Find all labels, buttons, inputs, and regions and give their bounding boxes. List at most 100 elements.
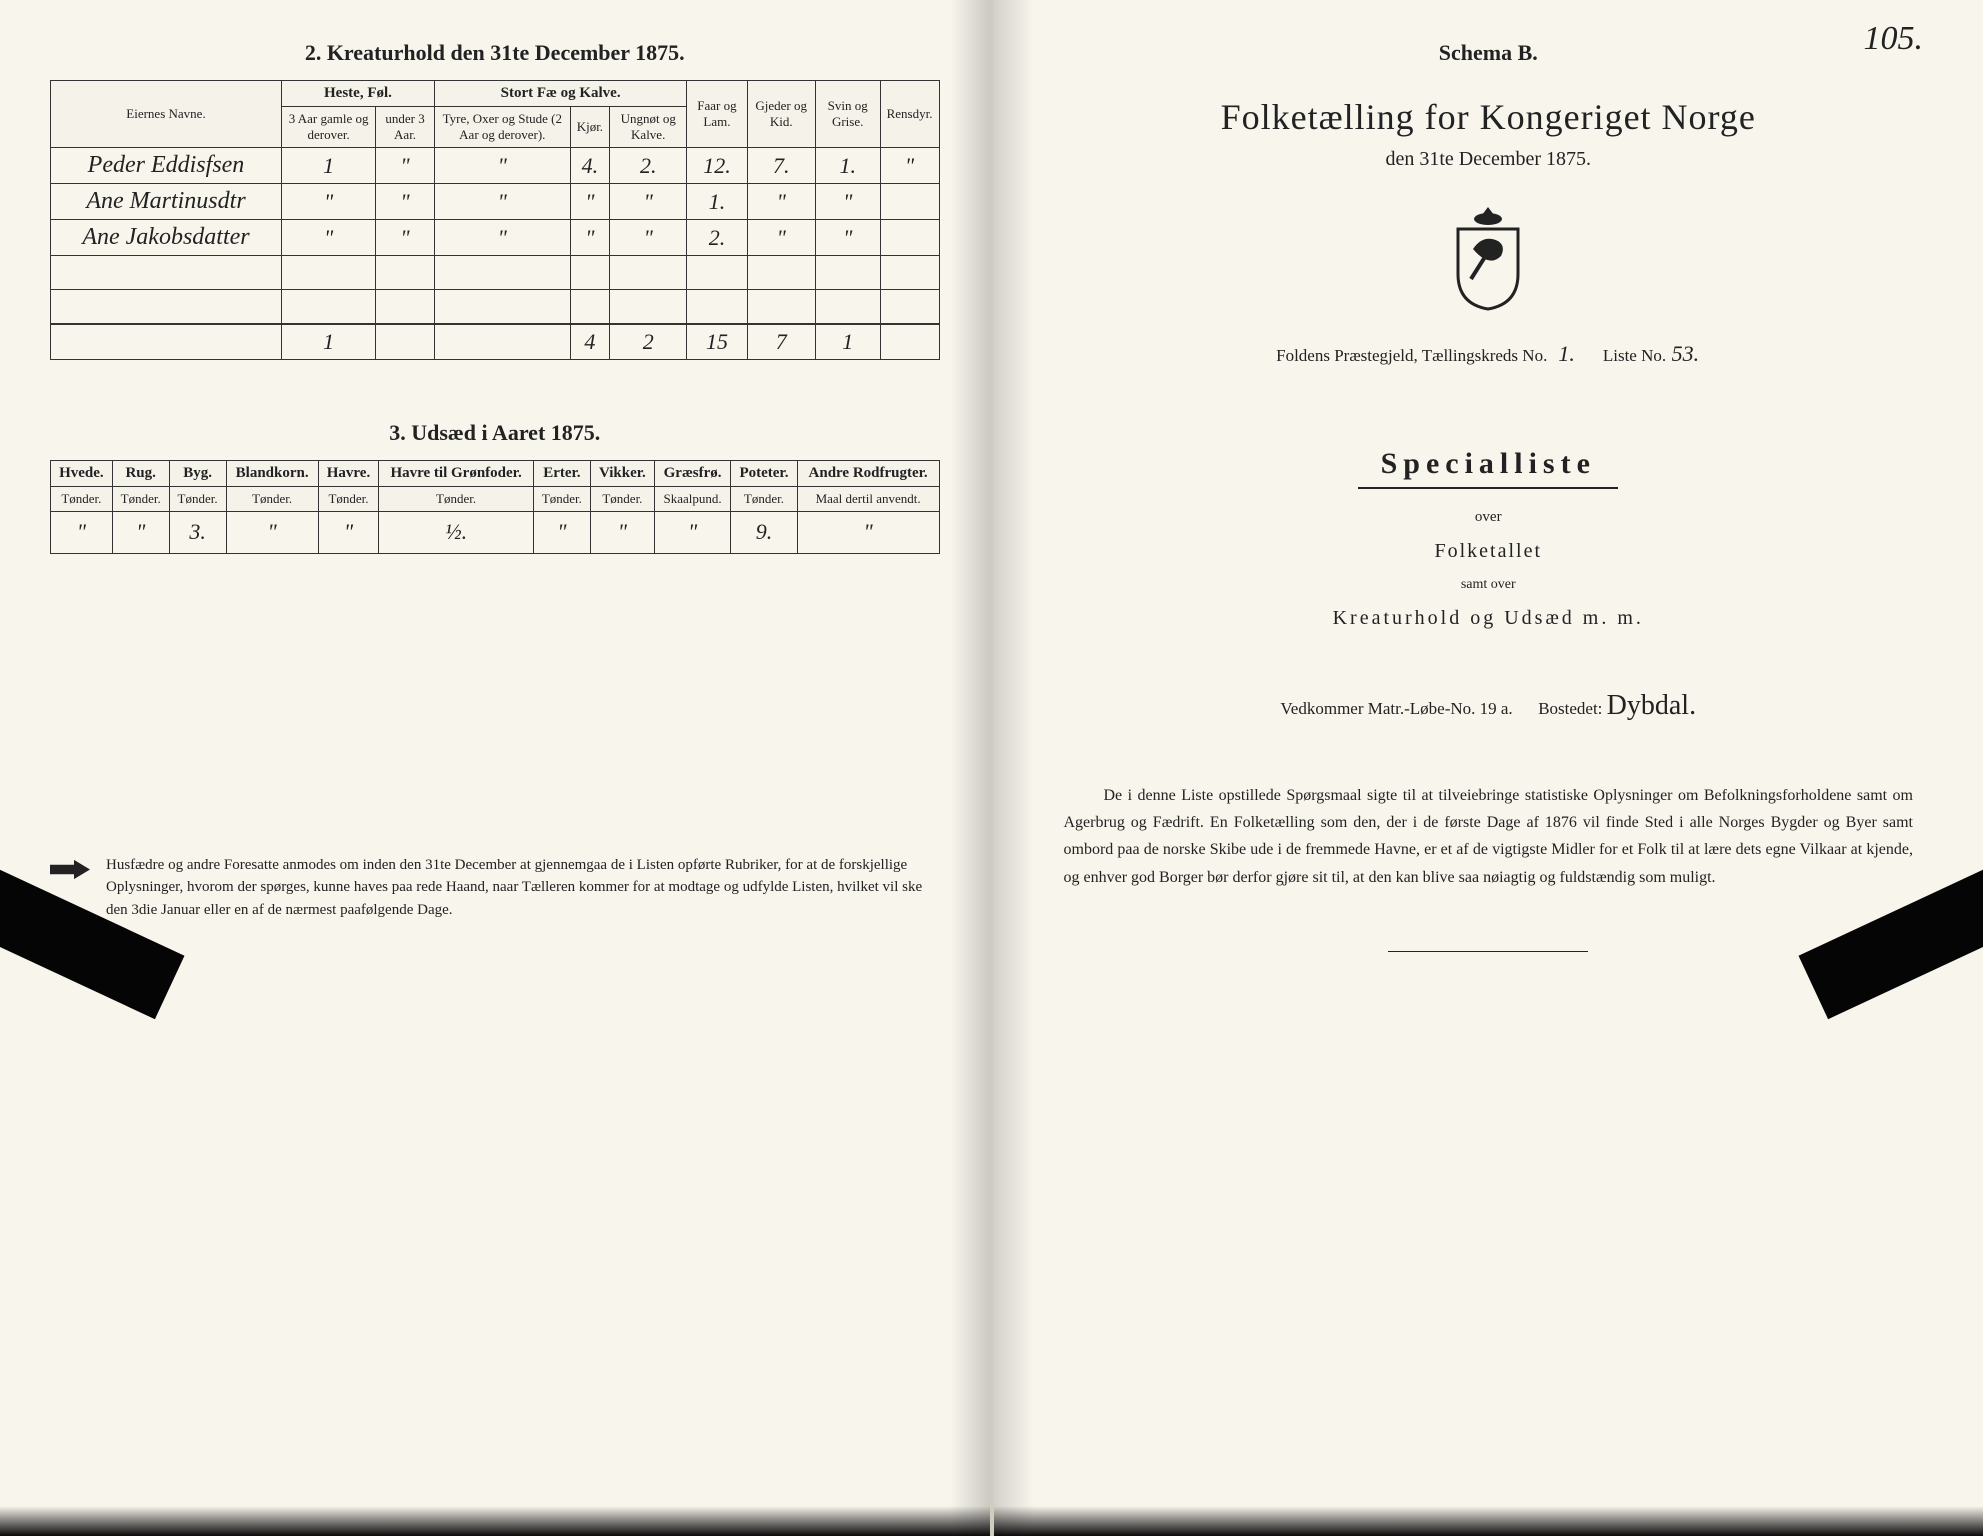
cell: "	[880, 148, 939, 184]
cell: "	[376, 148, 435, 184]
page-number: 105.	[1864, 20, 1924, 58]
folketallet-label: Folketallet	[1044, 540, 1934, 563]
end-rule	[1388, 951, 1588, 952]
col-h2: under 3 Aar.	[376, 107, 435, 148]
col-c3: Ungnøt og Kalve.	[610, 107, 687, 148]
cell: "	[434, 220, 570, 256]
vedkommer-line: Vedkommer Matr.-Løbe-No. 19 a. Bostedet:…	[1044, 690, 1934, 722]
footnote-text: Husfædre og andre Foresatte anmodes om i…	[106, 854, 940, 922]
bostedet: Dybdal.	[1607, 690, 1696, 721]
book-spread: 2. Kreaturhold den 31te December 1875. E…	[0, 0, 1983, 1536]
over-label: over	[1044, 509, 1934, 526]
title-rule	[1358, 487, 1618, 489]
cell: "	[610, 184, 687, 220]
cell	[880, 220, 939, 256]
samt-label: samt over	[1044, 577, 1934, 593]
cell: 12.	[687, 148, 747, 184]
col-header: Byg.	[169, 460, 226, 486]
table-row-empty	[51, 290, 940, 324]
col-header: Erter.	[533, 460, 590, 486]
cell: "	[815, 220, 880, 256]
col-unit: Tønder.	[51, 486, 113, 511]
cell: "	[434, 148, 570, 184]
col-header: Græsfrø.	[654, 460, 730, 486]
col-group-cattle: Stort Fæ og Kalve.	[434, 81, 686, 107]
coat-of-arms-icon	[1443, 201, 1533, 311]
subtitle: den 31te December 1875.	[1044, 148, 1934, 171]
udsaed-table: Hvede.Rug.Byg.Blandkorn.Havre.Havre til …	[50, 460, 940, 554]
cell: "	[570, 184, 609, 220]
col-header: Havre til Grønfoder.	[379, 460, 534, 486]
vedk-no: 19 a.	[1480, 699, 1513, 718]
cell: "	[610, 220, 687, 256]
bostedet-label: Bostedet:	[1538, 699, 1602, 718]
cell: "	[282, 220, 376, 256]
cell: "	[797, 511, 939, 553]
section-3-title: 3. Udsæd i Aaret 1875.	[50, 420, 940, 446]
cell: "	[654, 511, 730, 553]
table-row-empty	[51, 256, 940, 290]
col-unit: Tønder.	[379, 486, 534, 511]
cell: "	[815, 184, 880, 220]
col-sheep: Faar og Lam.	[687, 81, 747, 148]
gutter-shadow	[950, 0, 990, 1536]
cell: 4.	[570, 148, 609, 184]
cell: ½.	[379, 511, 534, 553]
owner-name: Peder Eddisfsen	[51, 148, 282, 184]
col-group-horses: Heste, Føl.	[282, 81, 435, 107]
col-unit: Tønder.	[590, 486, 654, 511]
cell	[880, 184, 939, 220]
specialliste-title: Specialliste	[1044, 447, 1934, 481]
kreaturhold-table: Eiernes Navne. Heste, Føl. Stort Fæ og K…	[50, 80, 940, 360]
body-paragraph: De i denne Liste opstillede Spørgsmaal s…	[1064, 782, 1914, 891]
cell: "	[376, 184, 435, 220]
table-row: Peder Eddisfsen1""4.2.12.7.1."	[51, 148, 940, 184]
col-c1: Tyre, Oxer og Stude (2 Aar og derover).	[434, 107, 570, 148]
col-unit: Tønder.	[169, 486, 226, 511]
col-header: Poteter.	[731, 460, 797, 486]
cell: "	[51, 511, 113, 553]
cell: 1.	[815, 148, 880, 184]
meta-kreds: 1.	[1552, 341, 1582, 367]
cell: "	[282, 184, 376, 220]
owner-name: Ane Martinusdtr	[51, 184, 282, 220]
cell: "	[570, 220, 609, 256]
meta-liste: 53.	[1670, 341, 1700, 367]
left-page: 2. Kreaturhold den 31te December 1875. E…	[0, 0, 992, 1536]
schema-label: Schema B.	[1044, 40, 1934, 66]
col-header: Hvede.	[51, 460, 113, 486]
cell: 3.	[169, 511, 226, 553]
col-unit: Tønder.	[731, 486, 797, 511]
cell: "	[112, 511, 169, 553]
col-pig: Svin og Grise.	[815, 81, 880, 148]
totals-row: 1421571	[51, 324, 940, 360]
bottom-edge	[0, 1506, 990, 1536]
table-row: Ane Martinusdtr"""""1.""	[51, 184, 940, 220]
cell: "	[747, 220, 815, 256]
col-unit: Tønder.	[318, 486, 379, 511]
col-header: Havre.	[318, 460, 379, 486]
cell: "	[747, 184, 815, 220]
col-header: Blandkorn.	[226, 460, 318, 486]
kreaturhold-label: Kreaturhold og Udsæd m. m.	[1044, 607, 1934, 630]
bottom-edge	[994, 1506, 1983, 1536]
footnote: Husfædre og andre Foresatte anmodes om i…	[50, 854, 940, 922]
cell: "	[590, 511, 654, 553]
vedk-label: Vedkommer Matr.-Løbe-No.	[1280, 699, 1475, 718]
col-unit: Maal dertil anvendt.	[797, 486, 939, 511]
col-header: Andre Rodfrugter.	[797, 460, 939, 486]
col-reindeer: Rensdyr.	[880, 81, 939, 148]
cell: 2.	[687, 220, 747, 256]
meta-line: Foldens Præstegjeld, Tællingskreds No. 1…	[1044, 341, 1934, 367]
meta-prefix: Foldens Præstegjeld, Tællingskreds No.	[1276, 346, 1547, 365]
meta-liste-label: Liste No.	[1603, 346, 1666, 365]
col-unit: Tønder.	[112, 486, 169, 511]
cell: 1	[282, 148, 376, 184]
col-goat: Gjeder og Kid.	[747, 81, 815, 148]
table-row: Ane Jakobsdatter"""""2.""	[51, 220, 940, 256]
owner-name: Ane Jakobsdatter	[51, 220, 282, 256]
col-h1: 3 Aar gamle og derover.	[282, 107, 376, 148]
cell: "	[226, 511, 318, 553]
pointing-hand-icon	[50, 858, 90, 882]
gutter-shadow	[994, 0, 1034, 1536]
